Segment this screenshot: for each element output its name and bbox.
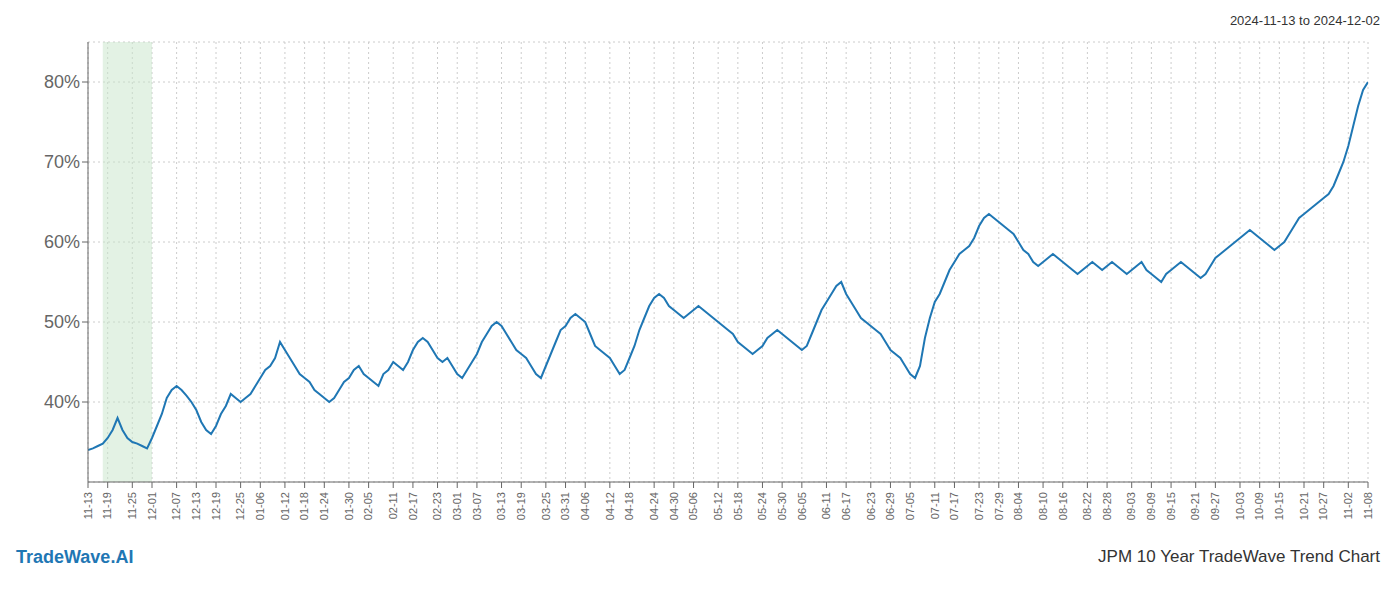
svg-text:04-12: 04-12	[604, 492, 616, 520]
html-text:2024-11-13 to 2024-12-02: 2024-11-13 to 2024-12-02	[1229, 12, 1380, 28]
svg-text:11-19: 11-19	[102, 492, 114, 519]
svg-text:06-05: 06-05	[796, 492, 808, 520]
svg-text:07-29: 07-29	[993, 492, 1005, 520]
svg-text:10-15: 10-15	[1273, 492, 1285, 520]
svg-text:07-11: 07-11	[929, 492, 941, 519]
svg-text:04-06: 04-06	[579, 492, 591, 520]
svg-text:01-30: 01-30	[343, 492, 355, 520]
svg-text:02-17: 02-17	[407, 492, 419, 520]
svg-text:80%: 80%	[44, 72, 80, 92]
svg-text:06-29: 06-29	[884, 492, 896, 520]
svg-text:05-30: 05-30	[776, 492, 788, 520]
svg-text:12-07: 12-07	[170, 492, 182, 520]
svg-text:03-01: 03-01	[451, 492, 463, 520]
svg-text:02-23: 02-23	[431, 492, 443, 520]
svg-text:40%: 40%	[44, 392, 80, 412]
svg-text:06-11: 06-11	[820, 492, 832, 519]
svg-text:01-06: 01-06	[254, 492, 266, 520]
svg-text:03-07: 03-07	[471, 492, 483, 520]
svg-text:03-31: 03-31	[559, 492, 571, 520]
svg-text:06-17: 06-17	[840, 492, 852, 520]
svg-text:11-13: 11-13	[82, 492, 94, 519]
svg-text:70%: 70%	[44, 152, 80, 172]
svg-text:05-24: 05-24	[756, 492, 768, 520]
svg-text:09-27: 09-27	[1209, 492, 1221, 520]
svg-text:03-25: 03-25	[540, 492, 552, 520]
svg-text:09-21: 09-21	[1190, 492, 1202, 520]
svg-text:04-30: 04-30	[668, 492, 680, 520]
svg-text:11-08: 11-08	[1362, 492, 1374, 519]
svg-text:07-23: 07-23	[973, 492, 985, 520]
svg-text:07-05: 07-05	[904, 492, 916, 520]
html-text:JPM 10 Year TradeWave Trend Ch: JPM 10 Year TradeWave Trend Chart	[1098, 547, 1380, 566]
svg-text:01-18: 01-18	[298, 492, 310, 520]
svg-text:02-05: 02-05	[362, 492, 374, 520]
svg-text:05-12: 05-12	[712, 492, 724, 520]
svg-text:03-19: 03-19	[515, 492, 527, 520]
svg-text:08-16: 08-16	[1057, 492, 1069, 520]
html-text:TradeWave.AI: TradeWave.AI	[16, 546, 134, 567]
svg-text:12-01: 12-01	[146, 492, 158, 520]
svg-text:10-21: 10-21	[1298, 492, 1310, 520]
svg-text:09-03: 09-03	[1126, 492, 1138, 520]
svg-text:03-13: 03-13	[495, 492, 507, 520]
svg-text:08-04: 08-04	[1012, 492, 1024, 520]
svg-text:10-09: 10-09	[1254, 492, 1266, 520]
svg-text:08-10: 08-10	[1037, 492, 1049, 520]
svg-text:09-15: 09-15	[1165, 492, 1177, 520]
svg-text:05-18: 05-18	[732, 492, 744, 520]
svg-text:01-24: 01-24	[318, 492, 330, 520]
svg-text:12-19: 12-19	[210, 492, 222, 520]
svg-text:10-27: 10-27	[1318, 492, 1330, 520]
svg-text:06-23: 06-23	[865, 492, 877, 520]
svg-text:12-13: 12-13	[190, 492, 202, 520]
svg-text:05-06: 05-06	[687, 492, 699, 520]
svg-text:07-17: 07-17	[948, 492, 960, 520]
svg-text:09-09: 09-09	[1145, 492, 1157, 520]
svg-text:60%: 60%	[44, 232, 80, 252]
svg-text:50%: 50%	[44, 312, 80, 332]
svg-text:11-02: 11-02	[1342, 492, 1354, 519]
svg-text:04-24: 04-24	[648, 492, 660, 520]
svg-text:12-25: 12-25	[234, 492, 246, 520]
svg-text:04-18: 04-18	[623, 492, 635, 520]
svg-text:11-25: 11-25	[126, 492, 138, 519]
svg-text:08-22: 08-22	[1081, 492, 1093, 520]
svg-text:10-03: 10-03	[1234, 492, 1246, 520]
svg-text:08-28: 08-28	[1101, 492, 1113, 520]
svg-text:02-11: 02-11	[387, 492, 399, 519]
svg-text:01-12: 01-12	[279, 492, 291, 520]
